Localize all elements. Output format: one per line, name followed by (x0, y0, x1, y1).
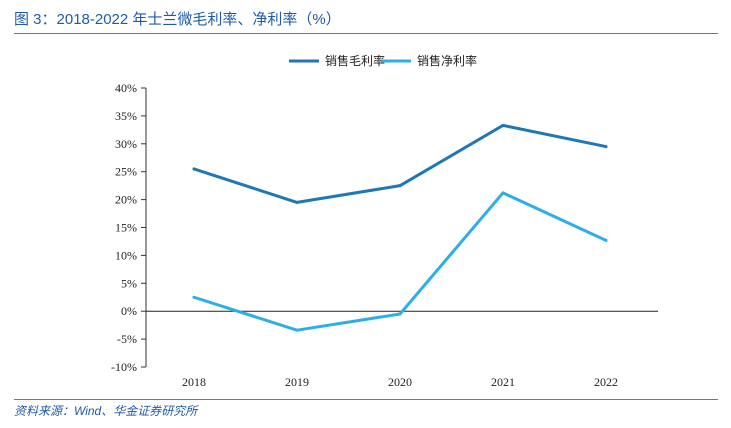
y-tick-label: -5% (117, 332, 137, 346)
data-point (192, 295, 196, 299)
data-point (295, 200, 299, 204)
y-tick-label: 40% (115, 81, 137, 95)
figure-source: 资料来源：Wind、华金证券研究所 (14, 399, 718, 423)
data-point (604, 145, 608, 149)
data-point (192, 167, 196, 171)
y-tick-label: 20% (115, 193, 137, 207)
data-point (501, 123, 505, 127)
data-point (501, 191, 505, 195)
data-point (604, 238, 608, 242)
y-tick-label: 35% (115, 109, 137, 123)
x-tick-label: 2018 (182, 375, 206, 389)
data-point (398, 312, 402, 316)
y-tick-label: 10% (115, 248, 137, 262)
series-line-1 (192, 123, 608, 204)
x-tick-label: 2019 (285, 375, 309, 389)
y-tick-label: 15% (115, 221, 137, 235)
x-tick-label: 2020 (388, 375, 412, 389)
x-tick-label: 2021 (491, 375, 515, 389)
data-point (295, 328, 299, 332)
legend-label: 销售毛利率 (325, 53, 385, 68)
data-point (398, 184, 402, 188)
series-line-2 (192, 191, 608, 332)
y-tick-label: 30% (115, 137, 137, 151)
y-tick-label: 5% (121, 276, 137, 290)
legend-label: 销售净利率 (417, 53, 477, 68)
y-tick-label: 25% (115, 165, 137, 179)
y-tick-label: 0% (121, 304, 137, 318)
y-tick-label: -10% (111, 360, 137, 374)
figure-title: 图 3：2018-2022 年士兰微毛利率、净利率（%） (14, 6, 718, 34)
x-tick-label: 2022 (594, 375, 618, 389)
